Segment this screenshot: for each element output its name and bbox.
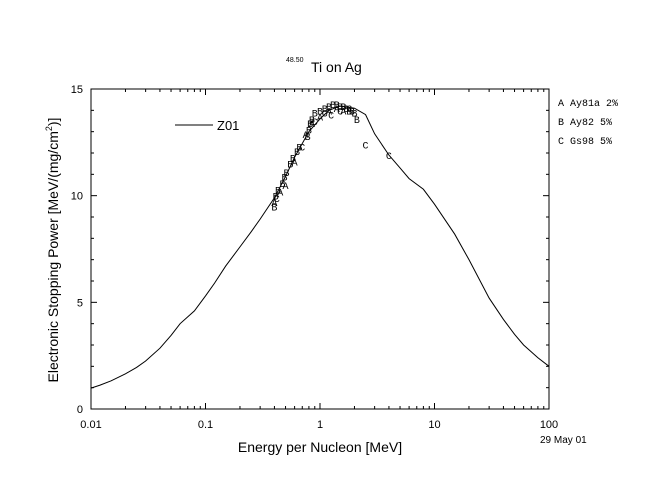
curve-z01: [90, 105, 550, 389]
x-tick-label: 10: [428, 419, 440, 431]
data-marker-b: B: [305, 133, 311, 144]
data-marker-b: B: [290, 154, 296, 165]
data-marker-b: B: [349, 107, 355, 118]
data-marker-b: B: [330, 101, 336, 112]
data-marker-b: B: [334, 101, 340, 112]
data-marker-b: B: [273, 193, 279, 204]
data-marker-b: B: [354, 116, 360, 127]
y-axis-label-superscript: 2: [44, 126, 54, 131]
data-marker-b: B: [309, 116, 315, 127]
y-tick-label: 15: [71, 84, 83, 96]
data-marker-b: B: [275, 186, 281, 197]
source-legend-entry: A Ay81a 2%: [558, 99, 618, 110]
x-tick-label: 0.01: [80, 419, 101, 431]
data-marker-c: C: [312, 118, 318, 129]
source-legend-entry: B Ay82 5%: [558, 118, 612, 129]
curve-group: [90, 105, 550, 389]
data-marker-a: A: [292, 159, 298, 170]
data-marker-b: B: [340, 103, 346, 114]
data-marker-c: C: [386, 152, 392, 163]
data-marker-b: B: [271, 203, 277, 214]
data-marker-b: B: [317, 107, 323, 118]
data-marker-b: B: [279, 180, 285, 191]
data-marker-c: C: [363, 141, 369, 152]
data-marker-a: A: [283, 182, 289, 193]
date-stamp: 29 May 01: [540, 435, 587, 446]
x-axis-ticks: 0.01 0.1 1 10 100: [80, 89, 558, 431]
x-tick-label: 100: [540, 419, 558, 431]
data-marker-b: B: [326, 103, 332, 114]
data-marker-b: B: [351, 109, 357, 120]
data-marker-a: A: [326, 107, 332, 118]
data-marker-b: B: [294, 148, 300, 159]
y-axis-label-main: Electronic Stopping Power [MeV/(mg/cm: [45, 131, 61, 382]
data-marker-a: A: [334, 105, 340, 116]
source-legend-entry: C Gs98 5%: [558, 137, 612, 148]
data-marker-b: B: [346, 107, 352, 118]
data-marker-c: C: [299, 144, 305, 155]
data-marker-b: B: [312, 109, 318, 120]
data-marker-c: C: [274, 195, 280, 206]
x-axis-label: Energy per Nucleon [MeV]: [238, 439, 402, 455]
data-marker-b: B: [287, 161, 293, 172]
y-axis-label-tail: )]: [45, 118, 61, 127]
chart-title: Ti on Ag: [311, 59, 362, 75]
data-marker-b: B: [284, 169, 290, 180]
plot-frame: [90, 88, 550, 410]
data-marker-a: A: [317, 114, 323, 125]
data-marker-a: A: [340, 107, 346, 118]
y-tick-label: 10: [71, 191, 83, 203]
data-marker-c: C: [328, 112, 334, 123]
data-marker-c: C: [322, 109, 328, 120]
chart-title-superscript: 48.50: [286, 57, 304, 64]
data-marker-b: B: [306, 127, 312, 138]
data-marker-a: A: [271, 199, 277, 210]
data-marker-b: B: [307, 120, 313, 131]
x-tick-label: 1: [317, 419, 323, 431]
data-marker-b: B: [337, 103, 343, 114]
x-tick-label: 0.1: [198, 419, 213, 431]
curve-legend-label: Z01: [217, 118, 239, 133]
source-legend: A Ay81a 2% B Ay82 5% C Gs98 5%: [558, 99, 618, 148]
data-marker-b: B: [343, 105, 349, 116]
data-marker-a: A: [309, 120, 315, 131]
data-marker-a: A: [277, 188, 283, 199]
data-marker-b: B: [296, 144, 302, 155]
y-tick-label: 5: [77, 297, 83, 309]
data-marker-c: C: [337, 107, 343, 118]
data-marker-b: B: [322, 105, 328, 116]
y-tick-label: 0: [77, 404, 83, 416]
data-marker-a: A: [303, 131, 309, 142]
data-marker-c: C: [346, 105, 352, 116]
y-axis-label: Electronic Stopping Power [MeV/(mg/cm2)]: [44, 118, 61, 383]
data-marker-b: B: [282, 173, 288, 184]
